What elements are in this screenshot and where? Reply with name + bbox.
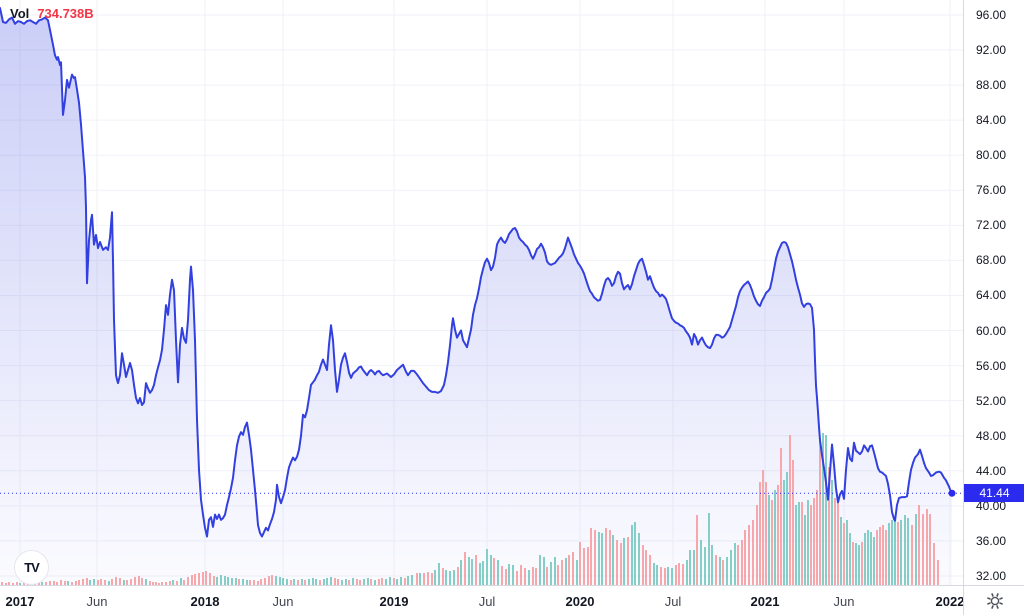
- price-tick-label: 48.00: [976, 428, 1007, 443]
- tradingview-logo-glyph: TV: [24, 560, 40, 575]
- time-tick-year: 2018: [190, 594, 220, 609]
- price-tick-label: 76.00: [976, 183, 1007, 198]
- price-tick-label: 84.00: [976, 113, 1007, 128]
- price-tick-label: 92.00: [976, 43, 1007, 58]
- price-area-fill: [0, 8, 952, 585]
- last-price-badge: 41.44: [964, 484, 1024, 503]
- time-tick-year: 2019: [379, 594, 409, 609]
- time-tick-month: Jun: [272, 594, 294, 609]
- price-tick-label: 68.00: [976, 253, 1007, 268]
- price-tick-label: 72.00: [976, 218, 1007, 233]
- volume-bars: [1, 433, 939, 585]
- price-tick-label: 44.00: [976, 463, 1007, 478]
- price-tick-label: 80.00: [976, 148, 1007, 163]
- axis-settings-corner[interactable]: [963, 585, 1024, 615]
- time-tick-year: 2021: [750, 594, 780, 609]
- price-tick-label: 64.00: [976, 288, 1007, 303]
- last-price-value: 41.44: [979, 486, 1010, 501]
- price-tick-label: 56.00: [976, 358, 1007, 373]
- time-tick-month: Jul: [478, 594, 496, 609]
- price-tick-label: 36.00: [976, 533, 1007, 548]
- time-tick-month: Jun: [86, 594, 108, 609]
- last-price-dot: [948, 489, 956, 497]
- price-line: [0, 7, 953, 538]
- price-tick-label: 60.00: [976, 323, 1007, 338]
- time-tick-month: Jul: [664, 594, 682, 609]
- price-tick-label: 40.00: [976, 498, 1007, 513]
- price-axis[interactable]: 41.44 96.00 92.00 88.00 84.00 80.00 76.00 72.0…: [963, 0, 1024, 585]
- volume-legend[interactable]: Vol 734.738B: [10, 6, 94, 21]
- time-tick-year: 2020: [565, 594, 595, 609]
- price-tick-label: 96.00: [976, 8, 1007, 22]
- price-tick-label: 32.00: [976, 568, 1007, 583]
- time-tick-year: 2017: [5, 594, 35, 609]
- volume-value: 734.738B: [37, 6, 94, 21]
- gear-icon: [986, 593, 1003, 609]
- volume-label: Vol: [10, 6, 30, 21]
- time-tick-year: 2022: [935, 594, 965, 609]
- time-axis[interactable]: 2017 Jun 2018 Jun 2019 Jul 2020 Jul 2021 Jun 2022: [0, 585, 1024, 615]
- time-tick-month: Jun: [833, 594, 855, 609]
- price-tick-label: 88.00: [976, 78, 1007, 93]
- tradingview-logo[interactable]: TV: [14, 550, 49, 585]
- price-tick-label: 52.00: [976, 393, 1007, 408]
